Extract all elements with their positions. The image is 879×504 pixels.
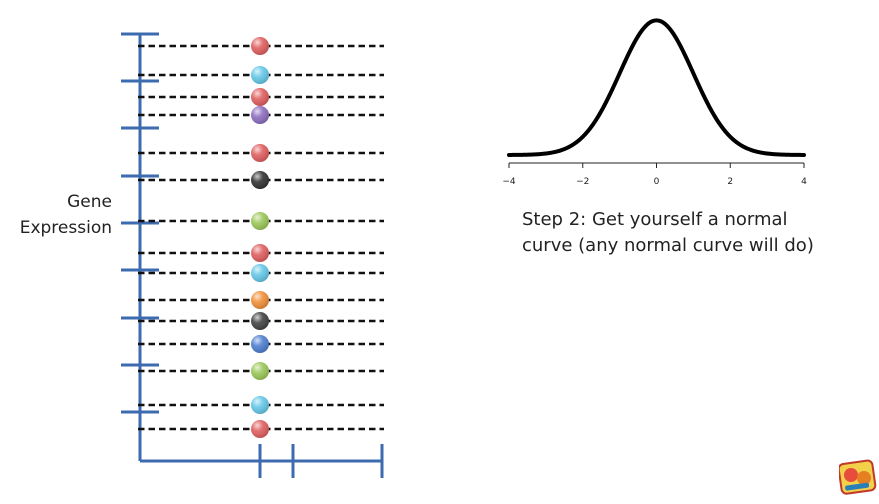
x-tick-label: 4	[801, 177, 807, 187]
gene-expression-axis	[121, 32, 384, 478]
sample-dot-highlight	[251, 396, 269, 414]
sample-dot-highlight	[251, 66, 269, 84]
sample-dot-highlight	[251, 88, 269, 106]
sample-dot-highlight	[251, 335, 269, 353]
sample-dot-highlight	[251, 144, 269, 162]
x-tick-label: −2	[576, 177, 589, 187]
x-tick-label: 0	[654, 177, 660, 187]
normal-curve-line	[507, 18, 806, 157]
logo-icon	[839, 459, 877, 495]
y-axis-label-line1: Gene	[67, 192, 112, 212]
sample-dot-highlight	[251, 420, 269, 438]
y-axis-label-line2: Expression	[19, 218, 112, 238]
sample-dot-highlight	[251, 362, 269, 380]
sample-dot-highlight	[251, 106, 269, 124]
step-caption-line2: curve (any normal curve will do)	[522, 235, 814, 256]
sample-dot-highlight	[251, 291, 269, 309]
sample-dot-highlight	[251, 312, 269, 330]
sample-dot-highlight	[251, 264, 269, 282]
sample-dot-highlight	[251, 171, 269, 189]
sample-rows	[138, 37, 384, 438]
x-tick-label: −4	[502, 177, 516, 187]
x-tick-label: 2	[727, 177, 733, 187]
sample-dot-highlight	[251, 37, 269, 55]
chart-x-ticks: −4 −2 0 2 4	[502, 163, 807, 187]
normal-curve-chart: −4 −2 0 2 4	[502, 18, 807, 187]
sample-dot-highlight	[251, 212, 269, 230]
step-caption-line1: Step 2: Get yourself a normal	[522, 209, 788, 230]
sample-dot-highlight	[251, 244, 269, 262]
